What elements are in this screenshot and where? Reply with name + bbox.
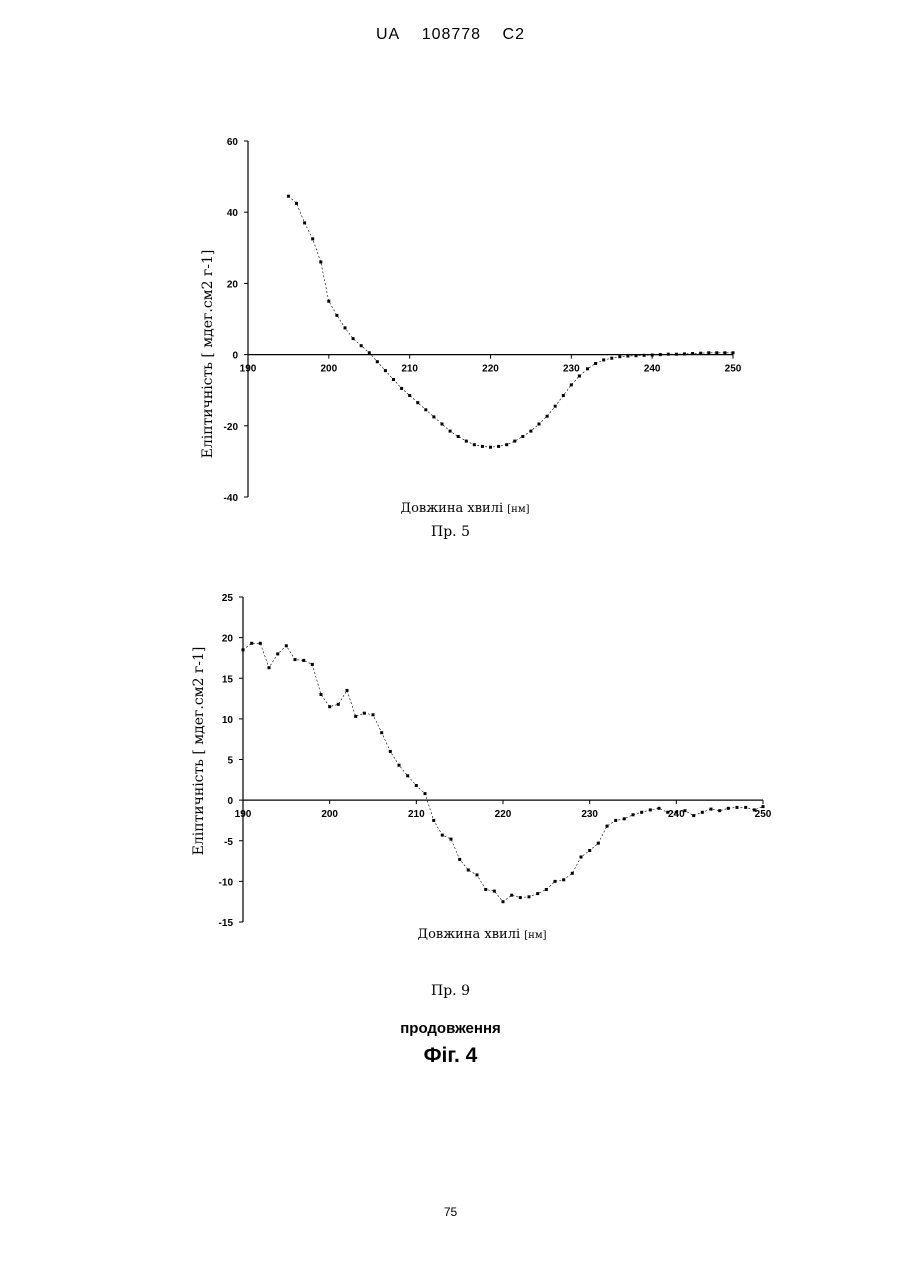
- data-point: [519, 896, 522, 899]
- y-tick-label: -10: [219, 877, 234, 888]
- data-point: [493, 890, 496, 893]
- data-point: [744, 806, 747, 809]
- data-point: [562, 878, 565, 881]
- x-tick-label: 210: [408, 809, 425, 820]
- data-point: [649, 808, 652, 811]
- figure-label: Фіг. 4: [0, 1044, 901, 1068]
- y-tick-label: 10: [222, 715, 234, 726]
- data-point: [484, 888, 487, 891]
- data-point: [640, 811, 643, 814]
- data-point: [502, 900, 505, 903]
- data-point: [432, 819, 435, 822]
- x-tick-label: 240: [668, 809, 685, 820]
- data-point: [753, 808, 756, 811]
- data-point: [580, 856, 583, 859]
- data-point: [354, 715, 357, 718]
- cd-spectrum-chart-2: -15 -10 -5 0 5 10 15 20 25 190 200 210 220 230 240 250 Е…: [0, 0, 901, 1000]
- data-point: [554, 880, 557, 883]
- data-point: [372, 713, 375, 716]
- y-tick-label: 5: [227, 756, 233, 767]
- x-tick-label: 200: [321, 809, 338, 820]
- data-point: [762, 805, 765, 808]
- data-point: [597, 842, 600, 845]
- data-point: [346, 689, 349, 692]
- data-point: [458, 858, 461, 861]
- data-point: [380, 731, 383, 734]
- x-tick-label: 230: [581, 809, 598, 820]
- data-point: [510, 894, 513, 897]
- data-point: [684, 809, 687, 812]
- continuation-label: продовження: [0, 1020, 901, 1037]
- data-point: [259, 642, 262, 645]
- data-point: [675, 811, 678, 814]
- data-point: [467, 869, 470, 872]
- data-point: [545, 888, 548, 891]
- data-point: [571, 872, 574, 875]
- data-point: [320, 693, 323, 696]
- data-point: [268, 666, 271, 669]
- data-point: [406, 774, 409, 777]
- x-axis-unit: [нм]: [524, 930, 546, 941]
- y-tick-label: 0: [227, 796, 233, 807]
- data-point: [692, 814, 695, 817]
- y-tick-label: -5: [224, 837, 233, 848]
- x-axis-label: Довжина хвилі [нм]: [418, 927, 547, 942]
- y-tick-label: 15: [222, 674, 234, 685]
- y-tick-label: 25: [222, 593, 234, 604]
- y-tick-label: 20: [222, 634, 234, 645]
- data-point: [441, 834, 444, 837]
- x-tick-label: 220: [495, 809, 512, 820]
- y-tick-label: -15: [219, 918, 234, 929]
- data-point: [536, 892, 539, 895]
- data-point: [285, 644, 288, 647]
- data-point: [736, 806, 739, 809]
- data-point: [242, 648, 245, 651]
- data-point: [363, 712, 366, 715]
- data-point: [250, 642, 253, 645]
- data-point: [718, 809, 721, 812]
- data-point: [476, 873, 479, 876]
- data-point: [389, 750, 392, 753]
- data-point: [276, 652, 279, 655]
- data-point: [424, 792, 427, 795]
- data-point: [632, 813, 635, 816]
- data-point: [337, 703, 340, 706]
- data-point: [328, 705, 331, 708]
- data-point: [302, 659, 305, 662]
- data-point: [415, 784, 418, 787]
- data-point: [658, 807, 661, 810]
- data-point: [450, 838, 453, 841]
- data-point: [294, 658, 297, 661]
- data-point: [666, 811, 669, 814]
- data-point: [623, 817, 626, 820]
- data-point: [701, 811, 704, 814]
- data-point: [606, 825, 609, 828]
- chart-2-caption: Пр. 9: [0, 983, 901, 999]
- x-tick-label: 190: [235, 809, 252, 820]
- y-axis-label: Еліптичність [ мдег.см2 г-1]: [191, 647, 207, 856]
- page-number: 75: [0, 1205, 901, 1219]
- data-point: [588, 849, 591, 852]
- data-point: [311, 663, 314, 666]
- data-point: [528, 895, 531, 898]
- data-point: [710, 808, 713, 811]
- x-tick-label: 250: [755, 809, 772, 820]
- data-point: [614, 819, 617, 822]
- data-point: [727, 807, 730, 810]
- data-point: [398, 764, 401, 767]
- series-line: [243, 643, 763, 901]
